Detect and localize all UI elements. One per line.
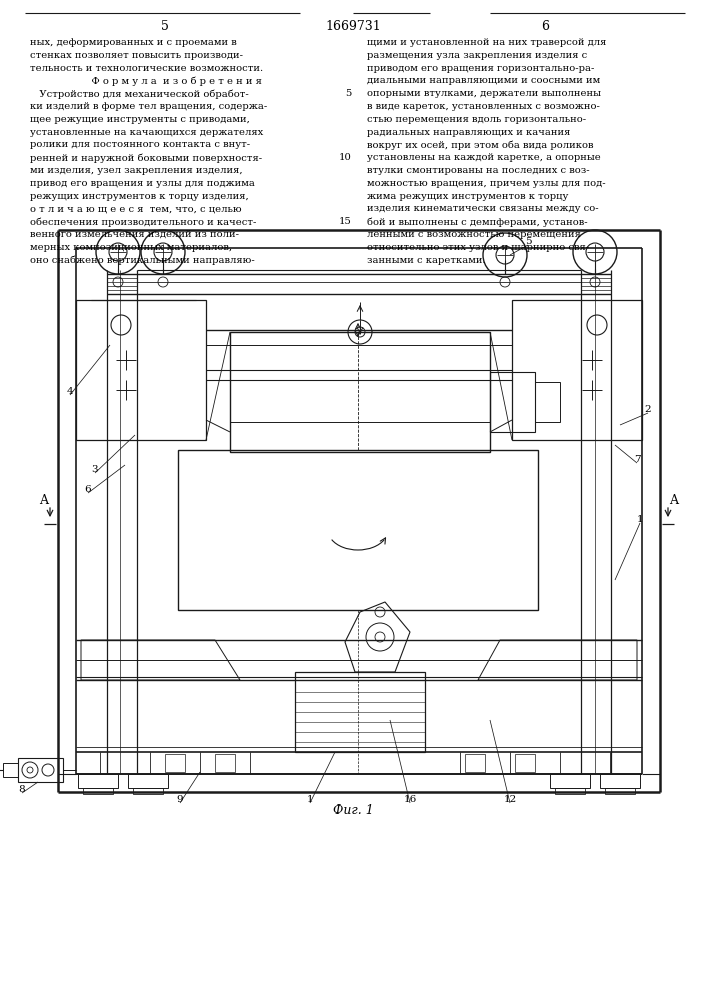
Bar [535, 382, 560, 422]
Text: обеспечения производительного и качест-: обеспечения производительного и качест- [30, 217, 257, 227]
Text: диальными направляющими и соосными им: диальными направляющими и соосными им [367, 76, 600, 85]
Text: ных, деформированных и с проемами в: ных, деформированных и с проемами в [30, 38, 237, 47]
Bar [215, 754, 235, 772]
Text: 2: 2 [645, 406, 651, 414]
Text: Устройство для механической обработ-: Устройство для механической обработ- [30, 89, 249, 99]
Bar [76, 300, 206, 440]
Text: установленные на качающихся держателях: установленные на качающихся держателях [30, 128, 263, 137]
Text: ки изделий в форме тел вращения, содержа-: ки изделий в форме тел вращения, содержа… [30, 102, 267, 111]
Text: 6: 6 [541, 20, 549, 33]
Text: щее режущие инструменты с приводами,: щее режущие инструменты с приводами, [30, 115, 250, 124]
Text: в виде кареток, установленных с возможно-: в виде кареток, установленных с возможно… [367, 102, 600, 111]
Text: Фиг. 1: Фиг. 1 [332, 804, 373, 817]
Text: Ф о р м у л а  и з о б р е т е н и я: Ф о р м у л а и з о б р е т е н и я [82, 76, 262, 86]
Bar [555, 788, 585, 794]
Text: привод его вращения и узлы для поджима: привод его вращения и узлы для поджима [30, 179, 255, 188]
Text: опорными втулками, держатели выполнены: опорными втулками, держатели выполнены [367, 89, 601, 98]
Text: венного измельчения изделий из поли-: венного измельчения изделий из поли- [30, 230, 239, 239]
Text: оно снабжено вертикальными направляю-: оно снабжено вертикальными направляю- [30, 256, 255, 265]
Text: установлены на каждой каретке, а опорные: установлены на каждой каретке, а опорные [367, 153, 601, 162]
Text: 9: 9 [177, 796, 183, 804]
Text: 7: 7 [633, 456, 641, 464]
Text: A: A [40, 493, 49, 506]
Bar [490, 372, 535, 432]
Text: ролики для постоянного контакта с внут-: ролики для постоянного контакта с внут- [30, 140, 250, 149]
Text: приводом его вращения горизонтально-ра-: приводом его вращения горизонтально-ра- [367, 64, 595, 73]
Bar [133, 788, 163, 794]
Bar [515, 754, 535, 772]
Bar [550, 774, 590, 788]
Text: режущих инструментов к торцу изделия,: режущих инструментов к торцу изделия, [30, 192, 249, 201]
Bar [178, 450, 538, 610]
Bar [600, 774, 640, 788]
Text: 12: 12 [503, 796, 517, 804]
Bar [18, 758, 63, 782]
Text: 16: 16 [404, 796, 416, 804]
Bar [605, 788, 635, 794]
Text: втулки смонтированы на последних с воз-: втулки смонтированы на последних с воз- [367, 166, 590, 175]
Text: 10: 10 [339, 153, 352, 162]
Text: изделия кинематически связаны между со-: изделия кинематически связаны между со- [367, 204, 599, 213]
Bar [165, 754, 185, 772]
Text: ленными с возможностью перемещения: ленными с возможностью перемещения [367, 230, 581, 239]
Bar [295, 672, 425, 752]
Text: о т л и ч а ю щ е е с я  тем, что, с целью: о т л и ч а ю щ е е с я тем, что, с цель… [30, 204, 242, 213]
Text: ми изделия, узел закрепления изделия,: ми изделия, узел закрепления изделия, [30, 166, 243, 175]
Bar [128, 774, 168, 788]
Text: стью перемещения вдоль горизонтально-: стью перемещения вдоль горизонтально- [367, 115, 586, 124]
Text: A: A [670, 493, 679, 506]
Text: мерных композиционных материалов,: мерных композиционных материалов, [30, 243, 232, 252]
Bar [465, 754, 485, 772]
Text: 1: 1 [307, 796, 313, 804]
Text: тельность и технологические возможности.: тельность и технологические возможности. [30, 64, 263, 73]
Text: 6: 6 [85, 486, 91, 494]
Bar [512, 300, 642, 440]
Text: 5: 5 [161, 20, 169, 33]
Text: 4: 4 [66, 387, 74, 396]
Text: можностью вращения, причем узлы для под-: можностью вращения, причем узлы для под- [367, 179, 606, 188]
Text: вокруг их осей, при этом оба вида роликов: вокруг их осей, при этом оба вида ролико… [367, 140, 593, 150]
Text: 1669731: 1669731 [325, 20, 381, 33]
Text: относительно этих узлов и шарнирно свя-: относительно этих узлов и шарнирно свя- [367, 243, 589, 252]
Text: жима режущих инструментов к торцу: жима режущих инструментов к торцу [367, 192, 568, 201]
Text: 1: 1 [637, 516, 643, 524]
Bar [83, 788, 113, 794]
Bar [78, 774, 118, 788]
Text: 5: 5 [525, 237, 532, 246]
Text: 15: 15 [339, 217, 352, 226]
Text: размещения узла закрепления изделия с: размещения узла закрепления изделия с [367, 51, 588, 60]
Text: занными с каретками.: занными с каретками. [367, 256, 486, 265]
Text: 3: 3 [92, 466, 98, 475]
Bar [230, 332, 490, 452]
Text: 5: 5 [346, 89, 352, 98]
Bar [3, 763, 18, 777]
Text: радиальных направляющих и качания: радиальных направляющих и качания [367, 128, 571, 137]
Text: бой и выполнены с демпферами, установ-: бой и выполнены с демпферами, установ- [367, 217, 588, 227]
Text: стенках позволяет повысить производи-: стенках позволяет повысить производи- [30, 51, 243, 60]
Text: щими и установленной на них траверсой для: щими и установленной на них траверсой дл… [367, 38, 607, 47]
Text: 8: 8 [18, 786, 25, 794]
Text: ренней и наружной боковыми поверхностя-: ренней и наружной боковыми поверхностя- [30, 153, 262, 163]
